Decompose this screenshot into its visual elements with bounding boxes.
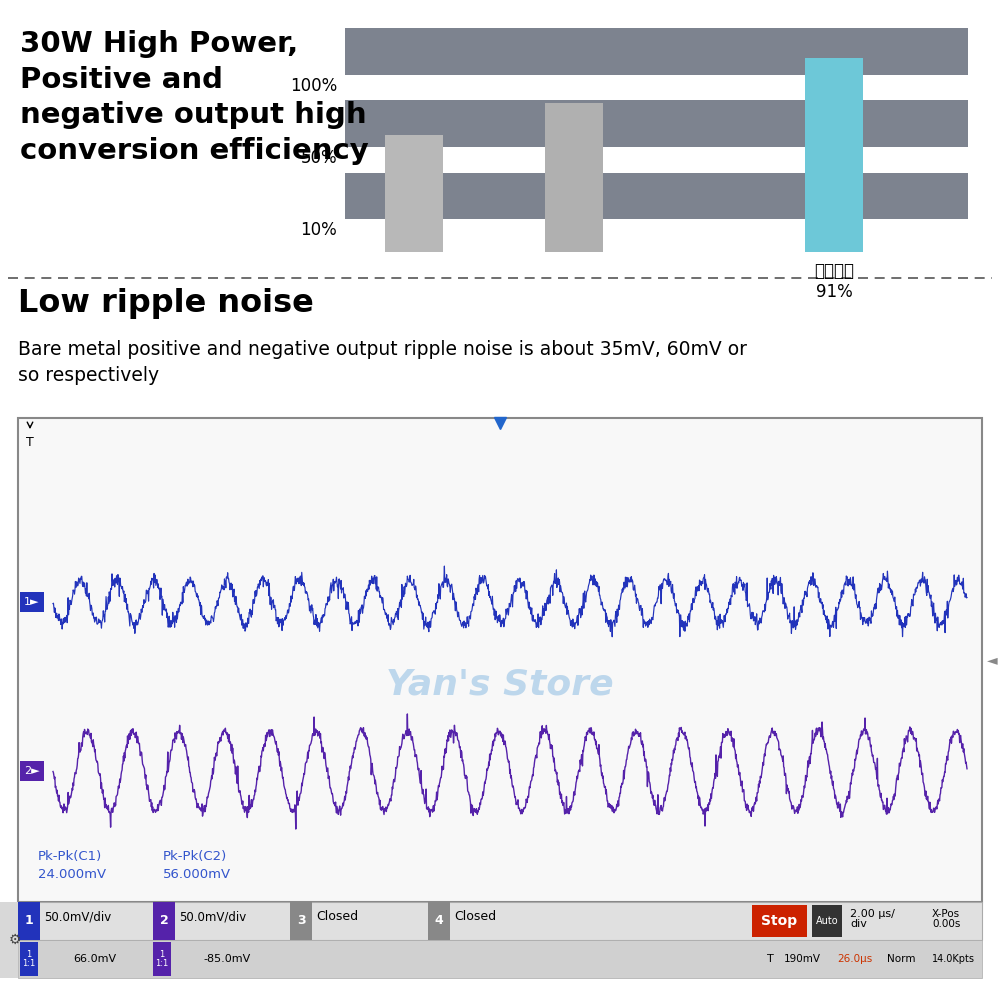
Text: 56.000mV: 56.000mV	[163, 868, 231, 881]
Bar	[345, 28, 968, 75]
Bar	[345, 100, 968, 147]
Text: 26.0μs: 26.0μs	[837, 954, 872, 964]
Text: 14.0Kpts: 14.0Kpts	[932, 954, 975, 964]
Text: Stop: Stop	[761, 914, 797, 928]
Bar	[20, 942, 38, 976]
Text: 效率高达
91%: 效率高达 91%	[814, 262, 854, 301]
Text: T: T	[767, 954, 774, 964]
Text: Norm: Norm	[887, 954, 916, 964]
Bar	[812, 905, 842, 937]
Text: 24.000mV: 24.000mV	[38, 868, 106, 881]
Text: Pk-Pk(C2): Pk-Pk(C2)	[163, 850, 227, 863]
Text: 10%: 10%	[300, 221, 337, 239]
Text: 66.0mV: 66.0mV	[73, 954, 116, 964]
Bar	[18, 418, 982, 902]
Text: 4: 4	[435, 914, 443, 928]
Text: Bare metal positive and negative output ripple noise is about 35mV, 60mV or
so r: Bare metal positive and negative output …	[18, 340, 747, 385]
Text: Closed: Closed	[316, 910, 358, 924]
Bar	[153, 942, 171, 976]
Bar	[752, 905, 807, 937]
Text: Closed: Closed	[454, 910, 496, 924]
Text: X-Pos
0.00s: X-Pos 0.00s	[932, 909, 960, 929]
Text: Pk-Pk(C1): Pk-Pk(C1)	[38, 850, 102, 863]
Text: T: T	[26, 436, 34, 449]
Text: Auto: Auto	[816, 916, 838, 926]
Bar	[18, 940, 982, 978]
Bar	[18, 902, 982, 940]
Text: ◄: ◄	[987, 653, 998, 667]
Bar	[20, 761, 44, 781]
Text: 50%: 50%	[300, 149, 337, 167]
Text: 1
1:1: 1 1:1	[22, 950, 36, 968]
Text: 1►: 1►	[24, 597, 40, 607]
Text: 2►: 2►	[24, 766, 40, 776]
Text: 100%: 100%	[290, 77, 337, 95]
Text: ⚙: ⚙	[9, 933, 22, 947]
Bar	[18, 902, 40, 940]
Text: 50.0mV/div: 50.0mV/div	[44, 910, 111, 924]
Bar	[428, 902, 450, 940]
Bar	[0, 902, 18, 978]
Text: 50.0mV/div: 50.0mV/div	[179, 910, 246, 924]
Text: Low ripple noise: Low ripple noise	[18, 288, 314, 319]
Bar	[345, 173, 968, 219]
Bar	[290, 902, 312, 940]
Bar	[545, 103, 603, 252]
Text: 30W High Power,
Positive and
negative output high
conversion efficiency: 30W High Power, Positive and negative ou…	[20, 30, 369, 165]
Bar	[153, 902, 175, 940]
Text: 190mV: 190mV	[784, 954, 821, 964]
Bar	[20, 592, 44, 612]
Text: Yan's Store: Yan's Store	[386, 667, 614, 701]
Text: 1: 1	[25, 914, 33, 928]
Bar	[805, 58, 863, 252]
Text: 1
1:1: 1 1:1	[155, 950, 169, 968]
Text: -85.0mV: -85.0mV	[203, 954, 250, 964]
Text: 3: 3	[297, 914, 305, 928]
Text: 2: 2	[160, 914, 168, 928]
Bar	[385, 135, 443, 252]
Text: 2.00 μs/
div: 2.00 μs/ div	[850, 909, 895, 929]
